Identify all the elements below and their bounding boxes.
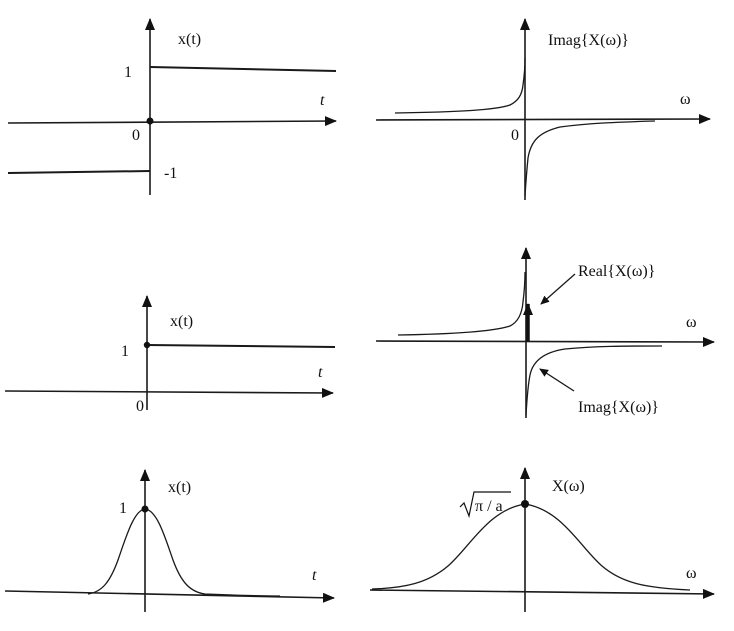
level-positive-label: 1 — [124, 64, 132, 81]
gauss-time-panel: x(t) t 1 — [5, 470, 334, 612]
imag-curve-negative-omega — [395, 58, 525, 113]
signal-label: X(ω) — [552, 478, 585, 495]
sign-freq-panel: Imag{X(ω)} ω 0 — [376, 19, 710, 200]
gaussian-transform-curve — [372, 504, 690, 590]
origin-label: 0 — [132, 127, 140, 144]
imag-curve-negative-omega — [398, 272, 525, 335]
t-axis — [8, 121, 336, 123]
omega-axis-label: ω — [680, 91, 691, 108]
origin-label: 0 — [136, 398, 144, 415]
imag-label: Imag{X(ω)} — [548, 32, 629, 49]
t-axis-label: t — [312, 567, 317, 584]
step-level — [147, 345, 335, 347]
imag-pointer-arrow — [540, 369, 574, 391]
t-axis-label: t — [320, 92, 325, 109]
t-axis-label: t — [318, 364, 323, 381]
t-axis — [5, 591, 334, 598]
real-pointer-arrow — [541, 274, 575, 304]
step-start-dot — [144, 342, 150, 348]
peak-label: π / a — [475, 498, 503, 515]
step-freq-panel: Real{X(ω)} Imag{X(ω)} ω — [376, 248, 714, 418]
signal-label: x(t) — [178, 31, 201, 48]
sign-negative-level — [8, 171, 150, 173]
real-label: Real{X(ω)} — [578, 263, 655, 280]
imag-curve-positive-omega — [525, 121, 655, 196]
t-axis — [5, 391, 333, 393]
peak-dot — [142, 506, 149, 513]
peak-label: 1 — [119, 500, 127, 517]
omega-axis — [376, 341, 714, 342]
gauss-freq-panel: X(ω) ω π / a — [370, 468, 714, 612]
level-label: 1 — [121, 343, 129, 360]
sign-time-panel: x(t) t 0 1 -1 — [8, 19, 336, 195]
signal-label: x(t) — [170, 313, 193, 330]
imag-label: Imag{X(ω)} — [578, 399, 659, 416]
gaussian-curve — [88, 509, 280, 596]
step-time-panel: x(t) t 0 1 — [5, 296, 335, 415]
signal-label: x(t) — [168, 479, 191, 496]
omega-axis-label: ω — [686, 314, 697, 331]
peak-dot — [521, 500, 529, 508]
origin-label: 0 — [511, 127, 519, 144]
omega-axis-label: ω — [686, 565, 697, 582]
sign-positive-level — [150, 67, 336, 71]
omega-axis — [370, 590, 714, 594]
level-negative-label: -1 — [164, 165, 177, 182]
omega-axis — [376, 119, 710, 120]
origin-dot — [147, 118, 154, 125]
